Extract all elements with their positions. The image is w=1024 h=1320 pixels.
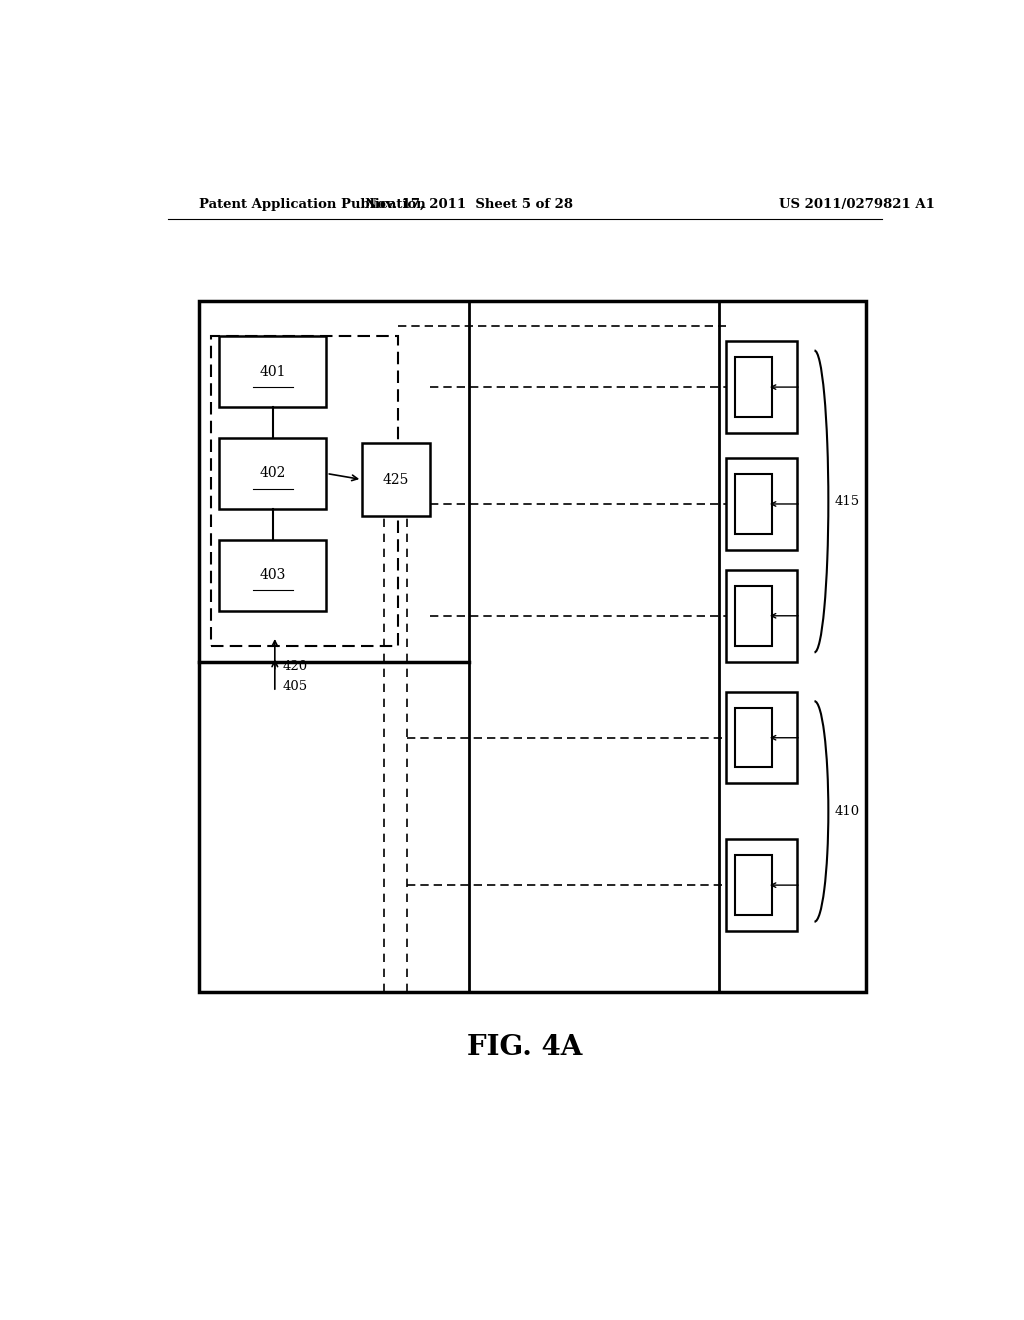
Text: 420: 420 bbox=[283, 660, 308, 673]
Bar bbox=[219, 540, 327, 611]
Bar bbox=[735, 358, 772, 417]
Bar bbox=[726, 692, 797, 784]
Text: 405: 405 bbox=[283, 680, 308, 693]
Text: US 2011/0279821 A1: US 2011/0279821 A1 bbox=[778, 198, 935, 211]
Bar bbox=[735, 708, 772, 767]
Bar bbox=[726, 570, 797, 661]
Bar bbox=[219, 438, 327, 510]
Bar bbox=[726, 458, 797, 549]
Bar bbox=[362, 444, 430, 516]
Text: FIG. 4A: FIG. 4A bbox=[467, 1035, 583, 1061]
Bar bbox=[735, 586, 772, 645]
Bar bbox=[219, 337, 327, 408]
Text: 403: 403 bbox=[260, 568, 286, 582]
Bar bbox=[726, 342, 797, 433]
Text: 425: 425 bbox=[383, 473, 409, 487]
Bar bbox=[726, 840, 797, 931]
Text: 401: 401 bbox=[259, 364, 286, 379]
Text: 402: 402 bbox=[260, 466, 286, 480]
Text: Nov. 17, 2011  Sheet 5 of 28: Nov. 17, 2011 Sheet 5 of 28 bbox=[366, 198, 573, 211]
Bar bbox=[211, 337, 397, 647]
Text: 415: 415 bbox=[835, 495, 859, 508]
Bar bbox=[735, 855, 772, 915]
Bar bbox=[735, 474, 772, 533]
Bar bbox=[200, 301, 866, 991]
Text: Patent Application Publication: Patent Application Publication bbox=[200, 198, 426, 211]
Text: 410: 410 bbox=[835, 805, 859, 818]
